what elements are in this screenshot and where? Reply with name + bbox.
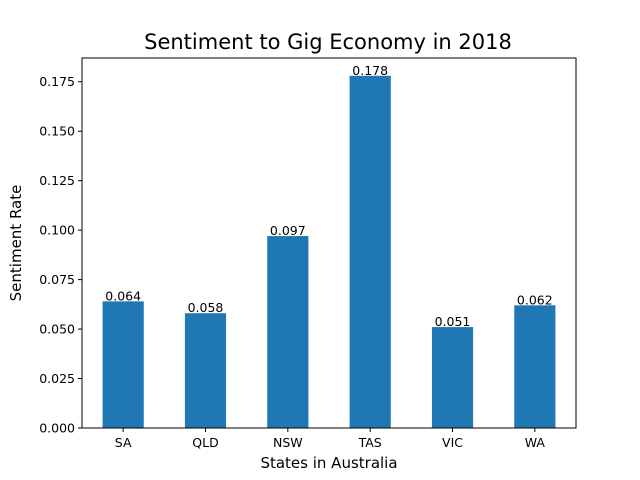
bar-qld — [184, 313, 227, 428]
y-axis-title: Sentiment Rate — [7, 185, 25, 302]
x-tick-label-wa: WA — [525, 435, 546, 450]
y-tick-label: 0.100 — [39, 223, 75, 238]
plot-area: 0.064 0.058 0.097 0.178 0.051 0.062 — [81, 57, 577, 429]
data-label-nsw: 0.097 — [270, 223, 306, 238]
data-label-tas: 0.178 — [352, 63, 388, 78]
bar-vic — [431, 327, 474, 428]
x-tick-label-sa: SA — [115, 435, 132, 450]
chart-title: Sentiment to Gig Economy in 2018 — [144, 30, 512, 54]
plot-border — [81, 57, 577, 429]
y-tick-label: 0.050 — [39, 322, 75, 337]
x-tick-label-nsw: NSW — [273, 435, 303, 450]
y-tick-label: 0.125 — [39, 173, 75, 188]
y-tick-label: 0.000 — [39, 421, 75, 436]
data-label-wa: 0.062 — [517, 292, 553, 307]
bar-tas — [349, 75, 391, 428]
data-label-vic: 0.051 — [435, 314, 471, 329]
y-tick-label: 0.150 — [39, 124, 75, 139]
y-tick-label: 0.175 — [39, 74, 75, 89]
y-tick-label: 0.025 — [39, 371, 75, 386]
plot-frame — [82, 58, 576, 428]
data-label-sa: 0.064 — [105, 288, 141, 303]
x-axis-title: States in Australia — [260, 454, 397, 472]
data-labels: 0.064 0.058 0.097 0.178 0.051 0.062 — [105, 63, 552, 329]
y-tick-label: 0.075 — [39, 272, 75, 287]
bar-wa — [514, 305, 556, 428]
x-tick-label-vic: VIC — [442, 435, 463, 450]
x-axis: SA QLD NSW TAS VIC WA — [115, 428, 546, 450]
x-tick-label-qld: QLD — [192, 435, 218, 450]
bar-sa — [102, 301, 144, 428]
x-tick-label-tas: TAS — [358, 435, 382, 450]
bar-nsw — [267, 236, 309, 428]
bars — [102, 75, 556, 428]
y-axis: 0.000 0.025 0.050 0.075 0.100 0.125 0.150 0.175 — [39, 74, 82, 436]
data-label-qld: 0.058 — [188, 300, 224, 315]
